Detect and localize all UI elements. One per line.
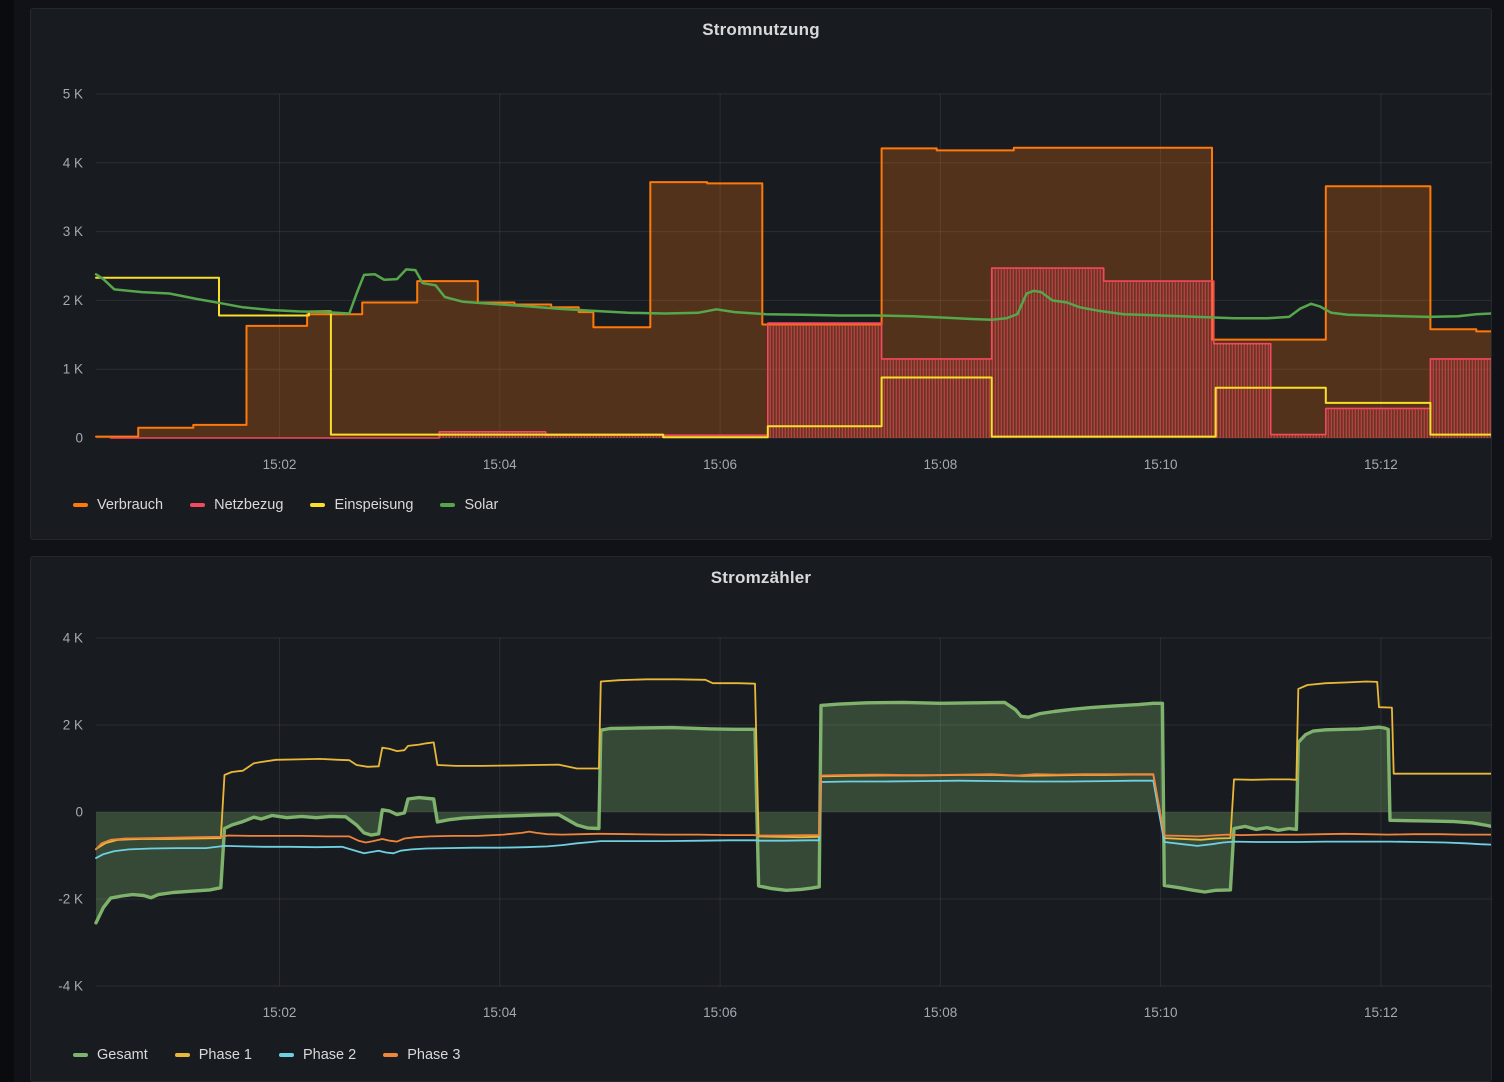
legend-swatch-icon — [440, 503, 456, 507]
legend-item-phase-3[interactable]: Phase 3 — [383, 1047, 460, 1063]
legend-item-phase-2[interactable]: Phase 2 — [278, 1047, 357, 1063]
legend-item-phase-1[interactable]: Phase 1 — [174, 1047, 252, 1063]
panel-title-stromnutzung[interactable]: Stromnutzung — [702, 20, 820, 39]
legend-label: Phase 1 — [198, 1047, 252, 1063]
x-tick-label: 15:02 — [263, 457, 297, 472]
y-tick-label: 1 K — [63, 362, 83, 377]
y-tick-label: -2 K — [58, 892, 83, 907]
legend-label: Einspeisung — [334, 497, 414, 513]
panel-title-stromzaehler[interactable]: Stromzähler — [710, 568, 812, 587]
legend-swatch-icon — [174, 1053, 190, 1057]
legend-item-netzbezug[interactable]: Netzbezug — [190, 497, 283, 513]
y-tick-label: 3 K — [63, 224, 83, 239]
legend-swatch-icon — [278, 1053, 294, 1057]
series-gesamt-line — [94, 700, 1491, 925]
x-tick-label: 15:10 — [1144, 457, 1178, 472]
stromzaehler-chart: -4 K -2 K 0 2 K 4 K 15:02 15:04 15:06 15:08 15:10… — [58, 631, 1491, 1020]
x-tick-label: 15:08 — [923, 457, 957, 472]
x-tick-label: 15:12 — [1364, 1005, 1398, 1020]
legend-swatch-icon — [73, 503, 88, 507]
x-tick-label: 15:04 — [483, 1005, 517, 1020]
panel-stromzaehler: Stromzähler -4 K -2 K 0 2 K 4 K 15:02 15:04 15:… — [30, 556, 1492, 1082]
plot-area[interactable] — [96, 94, 1491, 438]
legend-label: Phase 2 — [302, 1047, 357, 1063]
stromnutzung-chart: 0 1 K 2 K 3 K 4 K 5 K 15:02 15:04 15:06 15:08 15:1… — [63, 87, 1491, 472]
page-left-margin-strip — [0, 0, 14, 1082]
legend-label: Gesamt — [97, 1047, 148, 1063]
series-netzbezug-line — [109, 267, 1491, 439]
series-phase-2-line — [95, 779, 1491, 859]
x-tick-label: 15:06 — [703, 1005, 737, 1020]
series-netzbezug-area — [110, 268, 1491, 438]
legend-item-gesamt[interactable]: Gesamt — [73, 1047, 148, 1063]
y-tick-label: -4 K — [58, 979, 83, 994]
legend-swatch-icon — [73, 1053, 88, 1057]
series-gesamt-area — [96, 702, 1491, 923]
legend-label: Solar — [464, 497, 499, 513]
series-solar-line — [94, 268, 1491, 321]
stromzaehler-legend: Gesamt Phase 1 Phase 2 Phase 3 — [73, 1047, 460, 1063]
series-phase-1-line — [95, 678, 1491, 850]
stromnutzung-legend: Verbrauch Netzbezug Einspeisung Solar — [73, 497, 498, 513]
plot-area[interactable] — [96, 638, 1491, 986]
series-phase-3-line — [95, 773, 1491, 851]
legend-label: Verbrauch — [97, 497, 164, 513]
y-tick-label: 0 — [75, 805, 83, 820]
legend-swatch-icon — [310, 503, 326, 507]
x-tick-label: 15:04 — [483, 457, 517, 472]
series-einspeisung-line — [95, 276, 1491, 439]
legend-label: Phase 3 — [407, 1047, 461, 1063]
legend-item-verbrauch[interactable]: Verbrauch — [73, 497, 163, 513]
x-tick-label: 15:02 — [263, 1005, 297, 1020]
legend-item-einspeisung[interactable]: Einspeisung — [310, 497, 413, 513]
legend-label: Netzbezug — [214, 497, 284, 513]
x-tick-label: 15:12 — [1364, 457, 1398, 472]
x-tick-label: 15:08 — [923, 1005, 957, 1020]
y-tick-label: 0 — [75, 431, 83, 446]
y-tick-label: 4 K — [63, 631, 83, 646]
y-tick-label: 2 K — [63, 293, 83, 308]
legend-swatch-icon — [383, 1053, 399, 1057]
y-tick-label: 2 K — [63, 718, 83, 733]
legend-swatch-icon — [190, 503, 206, 507]
x-tick-label: 15:06 — [703, 457, 737, 472]
panel-stromnutzung: Stromnutzung 0 1 K 2 K 3 K 4 K 5 K 15:02 15:04 1… — [30, 8, 1492, 540]
x-tick-label: 15:10 — [1144, 1005, 1178, 1020]
y-tick-label: 5 K — [63, 87, 83, 102]
y-tick-label: 4 K — [63, 155, 83, 170]
legend-item-solar[interactable]: Solar — [440, 497, 498, 513]
